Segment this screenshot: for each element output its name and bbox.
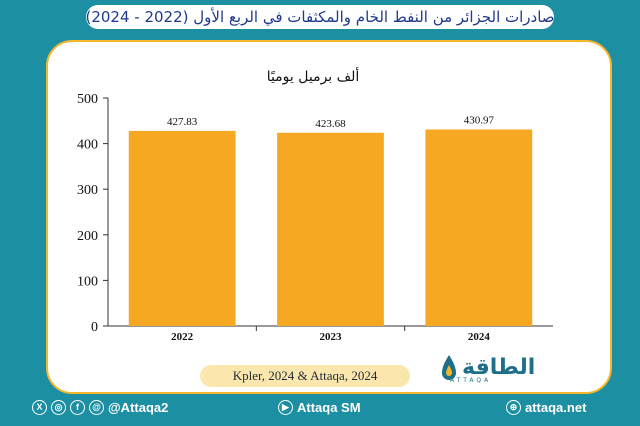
- drop-icon: [442, 355, 456, 380]
- logo-sub: ATTAQA: [450, 377, 492, 384]
- x-icon[interactable]: X: [32, 400, 47, 415]
- social-links[interactable]: X ◎ f @ @Attaqa2: [32, 400, 168, 415]
- x-tick-label-2024: 2024: [468, 331, 491, 343]
- website-link[interactable]: ⊕ attaqa.net: [506, 400, 586, 415]
- x-tick-label-2023: 2023: [320, 331, 343, 343]
- globe-icon[interactable]: ⊕: [506, 400, 521, 415]
- source-text: Kpler, 2024 & Attaqa, 2024: [232, 368, 378, 383]
- y-tick-label-300: 300: [77, 183, 98, 198]
- y-tick-label-500: 500: [77, 92, 98, 107]
- y-tick-label-0: 0: [91, 320, 98, 335]
- header-title: صادرات الجزائر من النفط الخام والمكثفات …: [85, 8, 555, 26]
- logo-main: الطاقة: [462, 355, 536, 380]
- data-label-2024: 430.97: [464, 114, 495, 126]
- chart-title: ألف برميل يوميًا: [267, 67, 360, 85]
- youtube-link[interactable]: ▶ Attaqa SM: [278, 400, 361, 415]
- y-tick-label-200: 200: [77, 229, 98, 244]
- bar-2023: [277, 132, 384, 326]
- footer: X ◎ f @ @Attaqa2 ▶ Attaqa SM ⊕ attaqa.ne…: [0, 396, 640, 426]
- chart-header: صادرات الجزائر من النفط الخام والمكثفات …: [85, 5, 555, 29]
- y-tick-label-100: 100: [77, 274, 98, 289]
- data-label-2022: 427.83: [167, 116, 198, 128]
- source-badge: Kpler, 2024 & Attaqa, 2024: [200, 365, 410, 387]
- data-label-2023: 423.68: [315, 118, 346, 130]
- bar-2022: [128, 130, 236, 326]
- attaqa-logo: الطاقة ATTAQA: [440, 350, 546, 386]
- youtube-label[interactable]: Attaqa SM: [297, 400, 361, 415]
- instagram-icon[interactable]: ◎: [51, 400, 66, 415]
- facebook-icon[interactable]: f: [70, 400, 85, 415]
- x-tick-label-2022: 2022: [171, 331, 194, 343]
- bar-2024: [425, 129, 533, 326]
- y-tick-label-400: 400: [77, 138, 98, 153]
- website-label[interactable]: attaqa.net: [525, 400, 587, 415]
- at-icon[interactable]: @: [89, 400, 104, 415]
- social-handle[interactable]: @Attaqa2: [108, 400, 169, 415]
- youtube-icon[interactable]: ▶: [278, 400, 293, 415]
